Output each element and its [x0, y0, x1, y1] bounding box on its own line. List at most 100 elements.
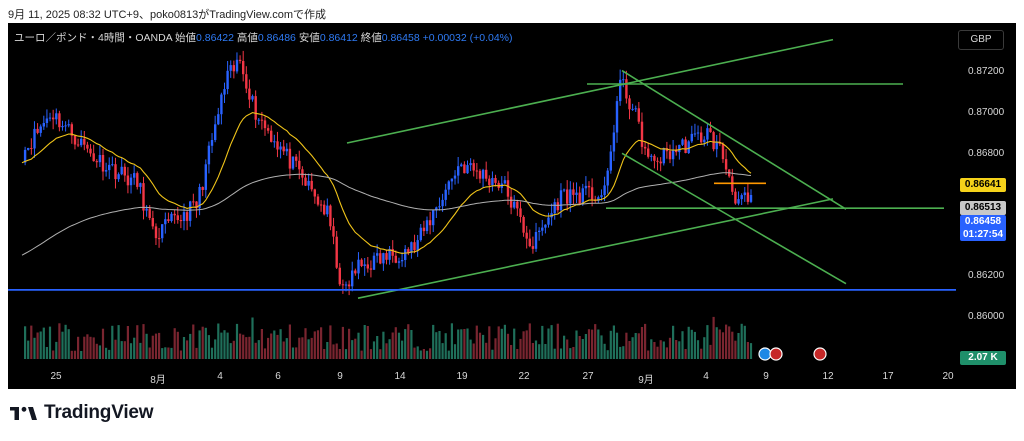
- volume-bar: [725, 324, 728, 359]
- candle-body: [182, 212, 186, 221]
- date-tick: 9: [763, 371, 769, 382]
- date-tick: 12: [822, 371, 834, 382]
- volume-bar: [506, 333, 510, 359]
- volume-bar: [628, 341, 631, 359]
- candle-body: [198, 187, 201, 209]
- volume-bar: [173, 328, 176, 359]
- volume-bar: [154, 333, 158, 359]
- volume-bar: [718, 329, 721, 359]
- volume-bar: [45, 347, 48, 359]
- volume-bar: [578, 336, 581, 359]
- candle-body: [569, 189, 572, 204]
- currency-button[interactable]: GBP: [958, 30, 1004, 50]
- volume-bar: [288, 324, 291, 359]
- volume-bar: [242, 334, 245, 359]
- volume-bar: [111, 325, 114, 359]
- candle-body: [743, 192, 746, 196]
- candle-body: [590, 187, 594, 200]
- volume-bar: [239, 333, 242, 359]
- economic-event-flag-icon[interactable]: [813, 347, 827, 361]
- volume-bar: [335, 343, 338, 359]
- volume-bar: [229, 343, 232, 359]
- candle-body: [466, 165, 469, 174]
- volume-bar: [235, 323, 239, 359]
- candle-body: [531, 246, 535, 249]
- candle-body: [357, 259, 360, 274]
- volume-bar: [678, 341, 681, 359]
- volume-bar: [369, 349, 372, 359]
- candle-body: [151, 218, 154, 227]
- date-tick: 17: [882, 371, 894, 382]
- volume-bar: [575, 330, 578, 359]
- volume-bar: [139, 342, 142, 359]
- candle-body: [86, 144, 89, 149]
- volume-bar: [675, 340, 678, 359]
- candle-body: [369, 268, 373, 270]
- date-tick: 4: [703, 371, 709, 382]
- candle-body: [746, 192, 750, 202]
- volume-bar: [129, 343, 133, 359]
- candle-body: [609, 151, 612, 171]
- candle-body: [92, 153, 95, 162]
- volume-bar: [182, 337, 186, 359]
- candle-body: [288, 148, 292, 169]
- volume-bar: [416, 346, 419, 359]
- volume-bar: [712, 316, 715, 359]
- volume-bar: [625, 332, 628, 359]
- candle-body: [282, 146, 285, 152]
- volume-bar: [463, 329, 466, 359]
- candle-body: [360, 259, 363, 266]
- chart-frame[interactable]: ユーロ／ポンド・4時間・OANDA 始値0.86422 高値0.86486 安値…: [8, 23, 1016, 389]
- candle-body: [332, 226, 335, 237]
- candle-body: [372, 255, 376, 270]
- volume-bar: [329, 325, 332, 359]
- volume-bar: [444, 333, 447, 359]
- volume-bar: [665, 347, 668, 359]
- candle-body: [347, 284, 351, 287]
- volume-bar: [101, 328, 105, 359]
- candle-body: [42, 123, 45, 127]
- volume-bar: [622, 346, 625, 359]
- candle-body: [559, 190, 563, 211]
- candle-body: [310, 180, 313, 190]
- candle-body: [397, 261, 401, 263]
- candle-body: [615, 101, 619, 133]
- candle-body: [329, 205, 332, 227]
- volume-bar: [170, 347, 173, 359]
- candle-body: [301, 169, 304, 178]
- volume-bar: [86, 334, 89, 359]
- volume-bar: [326, 342, 329, 359]
- price-chart[interactable]: [8, 23, 1016, 389]
- volume-bar: [376, 336, 379, 359]
- volume-bar: [298, 337, 301, 359]
- volume-bar: [344, 349, 348, 359]
- candle-body: [709, 128, 712, 133]
- volume-bar: [245, 337, 248, 359]
- candle-body: [603, 185, 606, 196]
- candle-body: [114, 164, 117, 180]
- candle-body: [438, 206, 441, 208]
- volume-bar: [136, 325, 139, 359]
- candle-body: [304, 177, 307, 186]
- volume-bar: [566, 339, 569, 359]
- candle-body: [622, 79, 625, 81]
- volume-bar: [33, 337, 36, 359]
- candle-body: [581, 188, 584, 204]
- candle-body: [313, 189, 316, 197]
- volume-bar: [39, 331, 42, 359]
- candle-body: [553, 202, 556, 214]
- volume-bar: [385, 343, 388, 359]
- volume-bar: [67, 329, 70, 359]
- candle-body: [696, 132, 700, 134]
- economic-event-flag-icon[interactable]: [758, 347, 772, 361]
- volume-bar: [563, 335, 566, 359]
- volume-bar: [519, 338, 522, 359]
- candle-body: [335, 236, 338, 268]
- volume-bar: [77, 336, 80, 359]
- volume-bar: [114, 339, 117, 359]
- volume-bar: [690, 329, 693, 359]
- volume-bar: [397, 332, 401, 359]
- volume-bar: [123, 341, 126, 359]
- volume-bar: [534, 340, 538, 359]
- economic-event-flag-icon[interactable]: [769, 347, 783, 361]
